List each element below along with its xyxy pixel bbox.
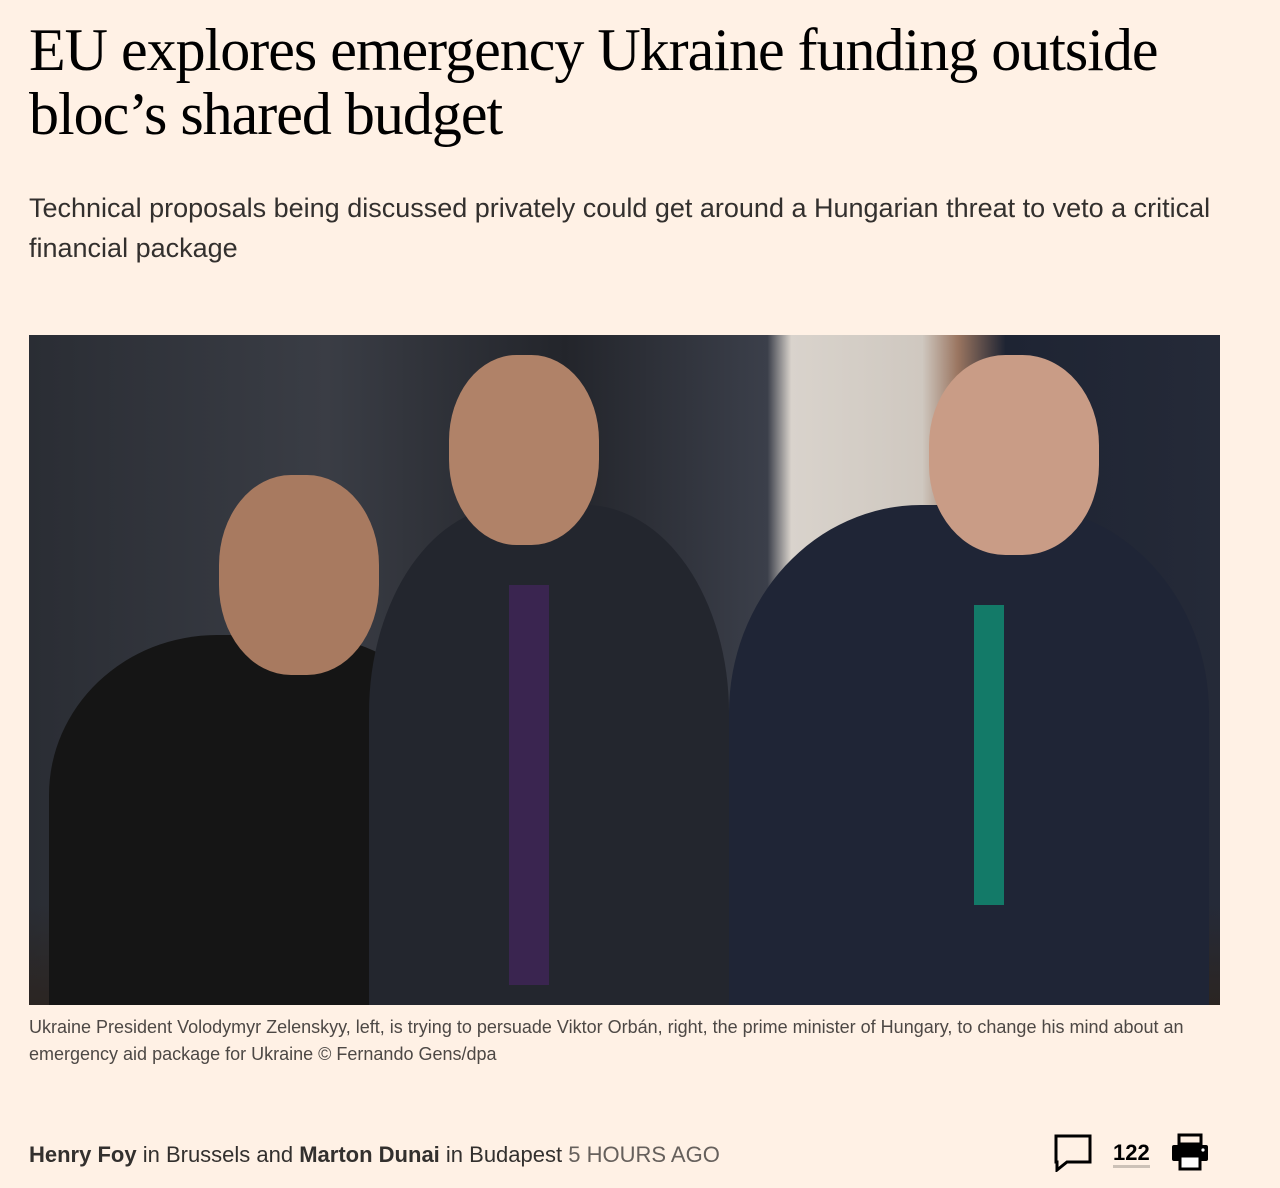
author-link[interactable]: Marton Dunai xyxy=(299,1142,440,1167)
printer-icon[interactable] xyxy=(1170,1132,1210,1177)
standfirst: Technical proposals being discussed priv… xyxy=(29,193,1211,263)
author-link[interactable]: Henry Foy xyxy=(29,1142,137,1167)
byline-location: in Budapest xyxy=(439,1142,569,1167)
byline-location: in Brussels and xyxy=(136,1142,300,1167)
image-caption: Ukraine President Volodymyr Zelenskyy, l… xyxy=(29,1017,1184,1064)
main-photo xyxy=(29,335,1220,1005)
byline: Henry Foy in Brussels and Marton Dunai i… xyxy=(29,1140,720,1170)
comment-count[interactable]: 122 xyxy=(1113,1141,1150,1168)
speech-bubble-icon[interactable] xyxy=(1053,1132,1093,1177)
headline: EU explores emergency Ukraine funding ou… xyxy=(29,17,1159,147)
article-tools: 122 xyxy=(1053,1132,1210,1177)
publish-time: 5 hours ago xyxy=(568,1142,720,1167)
